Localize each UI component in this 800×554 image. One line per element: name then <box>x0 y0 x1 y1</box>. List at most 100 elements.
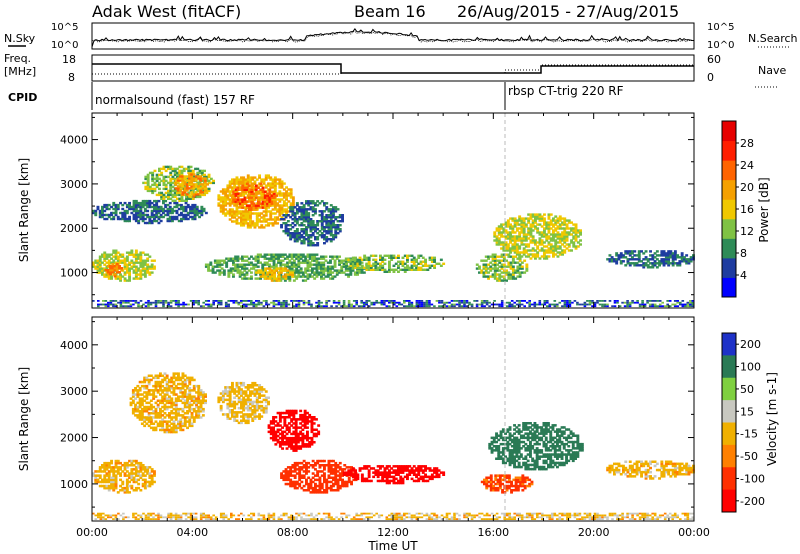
echo-cell <box>181 193 185 196</box>
echo-cell <box>314 208 317 211</box>
echo-cell <box>527 255 531 258</box>
echo-cell <box>158 167 161 171</box>
echo-cell <box>187 165 191 169</box>
echo-cell <box>241 263 244 266</box>
echo-cell <box>498 269 502 272</box>
echo-cell <box>179 407 183 411</box>
echo-cell <box>180 213 183 217</box>
echo-cell <box>491 257 495 260</box>
echo-cell <box>235 206 239 209</box>
echo-cell <box>173 191 177 195</box>
clutter-cell <box>169 301 173 304</box>
echo-cell <box>257 271 261 274</box>
echo-cell <box>207 181 211 185</box>
echo-cell <box>166 211 170 215</box>
clutter-cell <box>508 303 511 306</box>
echo-cell <box>217 398 221 402</box>
echo-cell <box>646 266 650 269</box>
echo-cell <box>347 260 351 263</box>
echo-cell <box>226 394 230 397</box>
echo-cell <box>183 382 187 386</box>
echo-cell <box>311 257 314 260</box>
echo-cell <box>250 277 253 280</box>
echo-cell <box>272 257 276 260</box>
echo-cell <box>495 235 499 238</box>
clutter-cell <box>97 305 100 308</box>
echo-cell <box>98 259 102 262</box>
echo-cell <box>199 401 203 405</box>
echo-cell <box>148 466 152 469</box>
echo-cell <box>199 177 203 180</box>
echo-cell <box>561 237 564 240</box>
echo-cell <box>148 219 152 223</box>
echo-cell <box>194 191 198 194</box>
echo-cell <box>173 189 177 193</box>
echo-cell <box>94 209 98 213</box>
echo-cell <box>154 426 158 430</box>
echo-cell <box>286 277 289 280</box>
echo-cell <box>259 255 262 258</box>
echo-cell <box>333 255 337 258</box>
echo-cell <box>250 196 254 199</box>
echo-cell <box>209 263 213 266</box>
echo-cell <box>143 203 147 207</box>
echo-cell <box>300 236 304 239</box>
echo-cell <box>255 216 259 219</box>
echo-cell <box>184 213 188 217</box>
echo-cell <box>662 254 666 257</box>
echo-cell <box>228 184 232 187</box>
echo-cell <box>94 267 98 270</box>
echo-cell <box>114 253 118 256</box>
colorbar-swatch <box>722 140 736 161</box>
echo-cell <box>505 273 508 276</box>
echo-cell <box>383 268 387 271</box>
echo-cell <box>116 205 120 209</box>
echo-cell <box>155 173 159 177</box>
echo-cell <box>415 268 418 271</box>
echo-cell <box>295 228 299 231</box>
echo-cell <box>105 261 109 264</box>
clutter-cell <box>255 305 258 308</box>
echo-cell <box>482 267 486 270</box>
echo-cell <box>145 405 149 409</box>
echo-cell <box>181 407 185 411</box>
echo-cell <box>278 210 282 213</box>
clutter-cell <box>430 303 434 306</box>
nave-series <box>92 64 694 75</box>
echo-cell <box>172 420 176 423</box>
echo-cell <box>168 207 172 211</box>
echo-cell <box>101 207 104 211</box>
echo-cell <box>662 250 666 253</box>
echo-cell <box>192 416 196 419</box>
echo-cell <box>125 478 129 482</box>
echo-cell <box>676 256 680 259</box>
echo-cell <box>240 182 243 185</box>
echo-cell <box>197 391 201 394</box>
echo-cell <box>282 204 286 207</box>
clutter-cell <box>418 300 421 302</box>
echo-cell <box>642 264 646 267</box>
clutter-cell <box>262 305 266 308</box>
echo-cell <box>563 235 567 238</box>
echo-cell <box>272 194 276 197</box>
echo-cell <box>524 225 528 228</box>
echo-cell <box>158 181 161 185</box>
echo-cell <box>552 225 555 228</box>
echo-cell <box>644 250 648 253</box>
echo-cell <box>188 393 192 396</box>
echo-cell <box>331 277 335 280</box>
echo-cell <box>231 212 234 215</box>
clutter-cell <box>372 301 376 304</box>
echo-cell <box>320 226 324 229</box>
echo-cell <box>237 406 241 410</box>
echo-cell <box>323 236 326 239</box>
echo-cell <box>563 229 567 232</box>
echo-cell <box>146 175 150 179</box>
echo-cell <box>251 220 255 223</box>
echo-cell <box>137 205 141 209</box>
echo-cell <box>159 414 162 417</box>
echo-cell <box>119 255 122 258</box>
echo-cell <box>101 478 104 482</box>
clutter-cell <box>367 300 371 302</box>
